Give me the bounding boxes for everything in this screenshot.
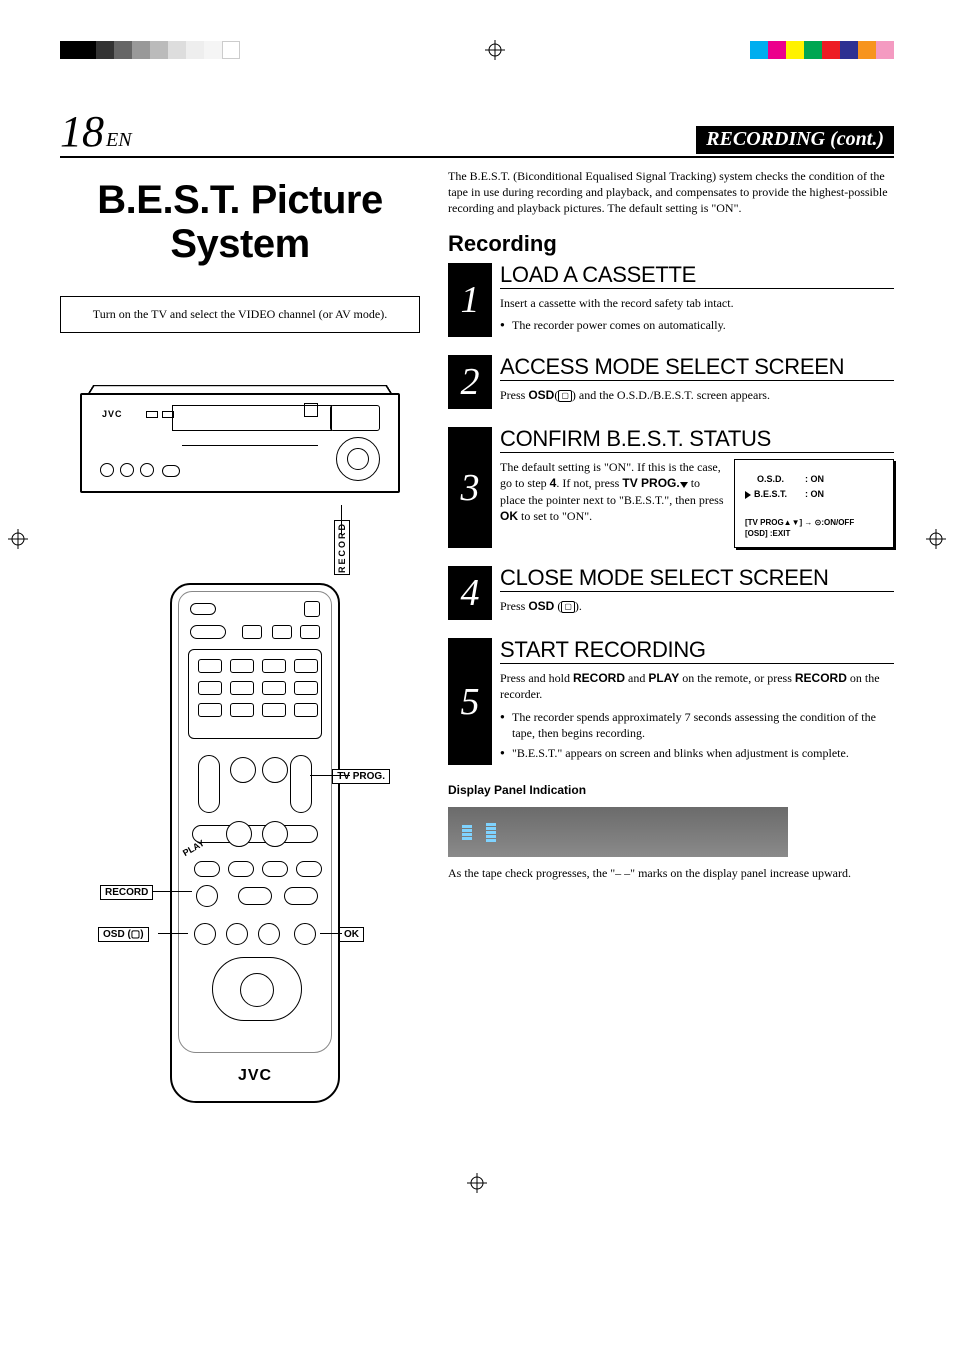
- main-title: B.E.S.T. Picture System: [60, 178, 420, 266]
- section-tag: RECORDING (cont.): [696, 126, 894, 154]
- step-text: Press OSD(▢) and the O.S.D./B.E.S.T. scr…: [500, 387, 894, 403]
- page-number: 18EN: [60, 110, 132, 154]
- step-bullet: The recorder power comes on automaticall…: [500, 317, 894, 333]
- step-number: 3: [448, 427, 492, 548]
- page-number-value: 18: [60, 107, 104, 156]
- registration-cross-bottom: [60, 1173, 894, 1198]
- step-number: 1: [448, 263, 492, 337]
- step-number: 4: [448, 566, 492, 620]
- step-text: Press OSD (▢).: [500, 598, 894, 614]
- step-title: ACCESS MODE SELECT SCREEN: [500, 355, 894, 381]
- step-2: 2 ACCESS MODE SELECT SCREEN Press OSD(▢) a…: [448, 355, 894, 409]
- step-title: LOAD A CASSETTE: [500, 263, 894, 289]
- intro-paragraph: The B.E.S.T. (Biconditional Equalised Si…: [448, 168, 894, 217]
- step-bullet: "B.E.S.T." appears on screen and blinks …: [500, 745, 894, 761]
- vcr-illustration: JVC RECORD: [60, 363, 420, 543]
- step-text: Press and hold RECORD and PLAY on the re…: [500, 670, 894, 761]
- step-text: Insert a cassette with the record safety…: [500, 295, 894, 333]
- step-text: The default setting is "ON". If this is …: [500, 459, 724, 548]
- step-4: 4 CLOSE MODE SELECT SCREEN Press OSD (▢).: [448, 566, 894, 620]
- display-panel-caption: As the tape check progresses, the "– –" …: [448, 865, 894, 881]
- display-panel-title: Display Panel Indication: [448, 783, 894, 797]
- remote-logo: JVC: [172, 1067, 338, 1085]
- step-bullet: The recorder spends approximately 7 seco…: [500, 709, 894, 741]
- instruction-box: Turn on the TV and select the VIDEO chan…: [60, 296, 420, 333]
- step-1: 1 LOAD A CASSETTE Insert a cassette with t…: [448, 263, 894, 337]
- display-panel: [448, 807, 788, 857]
- callout-ok: OK: [339, 927, 364, 942]
- vcr-record-label: RECORD: [334, 520, 350, 575]
- step-3: 3 CONFIRM B.E.S.T. STATUS The default sett…: [448, 427, 894, 548]
- registration-cross-right: [926, 529, 946, 549]
- callout-record: RECORD: [100, 885, 153, 900]
- subheading-recording: Recording: [448, 231, 894, 257]
- osd-screen-box: O.S.D.: ONB.E.S.T.: ON[TV PROG▲▼] → ⊙:ON…: [734, 459, 894, 548]
- step-title: CLOSE MODE SELECT SCREEN: [500, 566, 894, 592]
- page-number-lang: EN: [106, 129, 132, 151]
- registration-top: [60, 40, 894, 60]
- step-title: CONFIRM B.E.S.T. STATUS: [500, 427, 894, 453]
- registration-cross-left: [8, 529, 28, 549]
- step-number: 2: [448, 355, 492, 409]
- callout-tvprog: TV PROG.: [332, 769, 390, 784]
- step-number: 5: [448, 638, 492, 765]
- remote-illustration: JVC PLAY TV PROG. RECORD OK OSD (▢): [60, 583, 420, 1113]
- registration-bw-swatches: [60, 41, 240, 59]
- registration-cross-top: [485, 40, 505, 60]
- registration-color-swatches: [750, 41, 894, 59]
- page-header: 18EN RECORDING (cont.): [60, 110, 894, 158]
- step-title: START RECORDING: [500, 638, 894, 664]
- step-5: 5 START RECORDING Press and hold RECORD an…: [448, 638, 894, 765]
- vcr-logo: JVC: [102, 409, 123, 419]
- callout-osd: OSD (▢): [98, 927, 149, 942]
